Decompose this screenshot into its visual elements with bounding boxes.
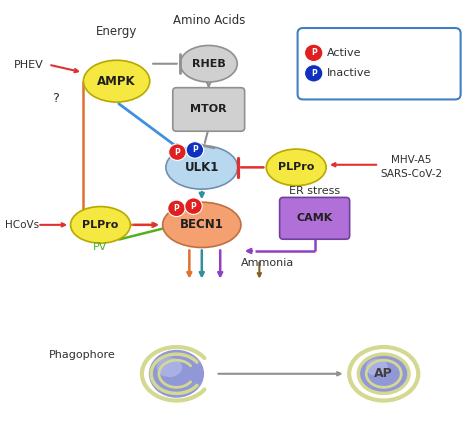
Ellipse shape (360, 353, 408, 394)
Ellipse shape (366, 359, 388, 376)
Text: RHEB: RHEB (192, 59, 226, 69)
Ellipse shape (266, 149, 326, 186)
Text: ER stress: ER stress (289, 187, 340, 196)
Text: ULK1: ULK1 (184, 161, 219, 174)
Ellipse shape (180, 45, 237, 82)
Text: P: P (311, 69, 317, 78)
Text: P: P (174, 148, 180, 157)
Text: Energy: Energy (96, 25, 137, 37)
Text: MTOR: MTOR (191, 105, 227, 115)
Circle shape (304, 65, 323, 82)
Ellipse shape (149, 350, 204, 398)
Text: BECN1: BECN1 (180, 218, 224, 232)
Ellipse shape (163, 202, 241, 247)
FancyBboxPatch shape (173, 88, 245, 131)
Text: CAMK: CAMK (297, 213, 333, 223)
Text: MHV-A5: MHV-A5 (391, 155, 431, 165)
Text: P: P (191, 202, 196, 211)
Text: Ammonia: Ammonia (241, 258, 294, 268)
Text: ?: ? (52, 92, 59, 105)
Text: PHEV: PHEV (14, 60, 44, 70)
Text: PLPro: PLPro (82, 220, 118, 230)
FancyBboxPatch shape (298, 28, 461, 100)
Text: SARS-CoV-2: SARS-CoV-2 (380, 169, 442, 179)
Circle shape (169, 144, 186, 161)
Text: P: P (173, 204, 179, 213)
Text: PV: PV (93, 243, 108, 253)
Ellipse shape (71, 206, 130, 243)
Text: P: P (311, 49, 317, 57)
Text: PLPro: PLPro (278, 162, 314, 172)
Text: Inactive: Inactive (327, 68, 371, 78)
Circle shape (304, 44, 323, 62)
Ellipse shape (157, 358, 182, 377)
Text: P: P (192, 146, 198, 154)
Circle shape (185, 198, 202, 214)
Text: HCoVs: HCoVs (5, 220, 39, 230)
Ellipse shape (83, 60, 150, 102)
Text: Amino Acids: Amino Acids (173, 14, 245, 27)
Text: Active: Active (327, 48, 361, 58)
Text: Phagophore: Phagophore (49, 350, 116, 359)
FancyBboxPatch shape (280, 198, 350, 239)
Text: AMPK: AMPK (97, 75, 136, 88)
Circle shape (168, 200, 185, 217)
Circle shape (186, 142, 204, 158)
Text: AP: AP (374, 367, 393, 380)
Ellipse shape (166, 146, 238, 189)
